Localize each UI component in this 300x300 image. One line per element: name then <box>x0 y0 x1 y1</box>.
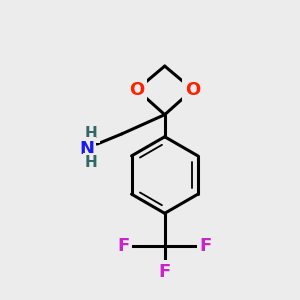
Text: H: H <box>85 126 98 141</box>
Text: N: N <box>79 140 94 158</box>
Text: H: H <box>85 155 98 170</box>
Text: F: F <box>200 237 212 255</box>
Text: F: F <box>117 237 130 255</box>
Text: F: F <box>159 263 171 281</box>
Text: O: O <box>129 81 144 99</box>
Text: O: O <box>185 81 200 99</box>
